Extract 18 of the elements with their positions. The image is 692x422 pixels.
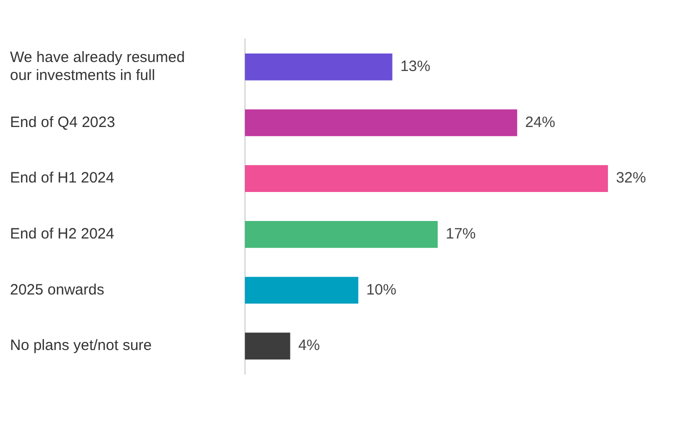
bar	[244, 276, 358, 304]
data-label: 13%	[400, 58, 430, 76]
data-label: 4%	[298, 337, 320, 354]
y-tick-label: End of H2 2024	[10, 226, 114, 243]
data-label: 32%	[616, 170, 646, 187]
data-label: 10%	[366, 281, 396, 298]
bar	[244, 332, 290, 360]
data-label: 24%	[525, 114, 556, 131]
bar	[244, 165, 608, 192]
y-tick-label: No plans yet/not sure	[10, 337, 152, 354]
y-tick-label: End of Q4 2023	[10, 114, 116, 131]
bar	[244, 221, 438, 248]
y-tick-label: End of H1 2024	[10, 170, 114, 187]
bar	[244, 54, 392, 80]
bar	[244, 109, 518, 136]
y-tick-label: We have already resumed our investments in full	[10, 49, 185, 84]
y-tick-label: 2025 onwards	[10, 281, 104, 298]
data-label: 17%	[446, 226, 476, 243]
